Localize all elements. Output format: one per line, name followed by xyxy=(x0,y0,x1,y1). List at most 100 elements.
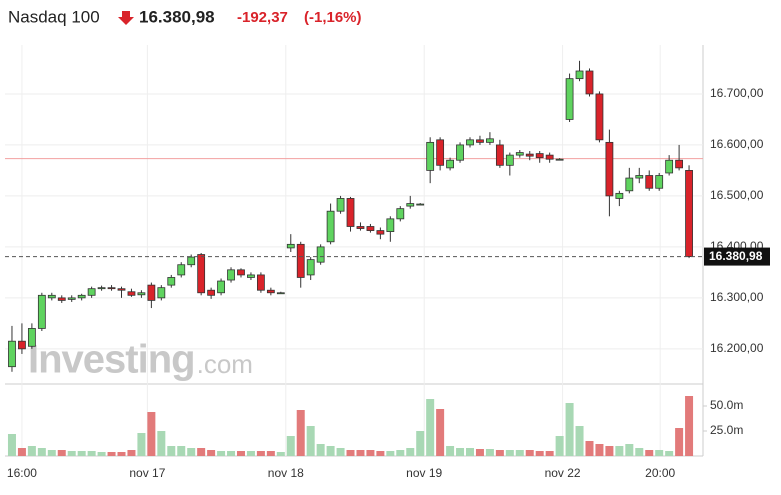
candle-body xyxy=(495,144,504,166)
candle-body xyxy=(386,218,395,232)
candle-body xyxy=(685,170,693,257)
volume-bar xyxy=(386,451,395,456)
volume-bar xyxy=(625,444,634,456)
volume-bar xyxy=(197,448,206,456)
volume-bar xyxy=(575,426,584,456)
volume-bar xyxy=(535,451,544,456)
volume-bar xyxy=(117,452,126,456)
volume-bar xyxy=(336,448,345,456)
candle-body xyxy=(167,277,176,286)
candle-body xyxy=(446,159,454,169)
y-tick-label: 16.500,00 xyxy=(710,188,764,202)
candle-body xyxy=(376,230,385,235)
volume-bar xyxy=(645,450,654,456)
volume-bar xyxy=(137,433,146,456)
candle-body xyxy=(227,269,235,281)
candle-body xyxy=(545,154,554,160)
y2-tick-label: 50.0m xyxy=(710,398,743,412)
volume-bar xyxy=(485,449,494,456)
y2-tick-label: 25.0m xyxy=(710,423,743,437)
candle-body xyxy=(416,203,425,206)
candle-body xyxy=(406,203,415,207)
header-change: -192,37 xyxy=(237,9,288,26)
volume-bar xyxy=(276,452,285,456)
volume-bar xyxy=(475,449,484,456)
volume-bar xyxy=(406,448,415,456)
volume-bar xyxy=(306,426,315,456)
volume-bar xyxy=(157,431,166,456)
volume-bar xyxy=(426,399,435,456)
candle-body xyxy=(615,192,624,199)
candle-body xyxy=(8,340,16,368)
candle-body xyxy=(535,153,544,159)
x-tick-label: nov 19 xyxy=(406,466,442,480)
candle-body xyxy=(296,243,305,278)
candle-body xyxy=(67,297,76,300)
candle-body xyxy=(555,158,564,161)
candle-body xyxy=(396,208,405,220)
volume-bar xyxy=(7,434,16,456)
watermark: Investing xyxy=(28,338,195,382)
y-tick-label: 16.700,00 xyxy=(710,86,764,100)
volume-bar xyxy=(416,431,425,456)
volume-bar xyxy=(17,448,26,456)
candle-body xyxy=(336,198,345,212)
volume-bar xyxy=(187,448,196,456)
candle-body xyxy=(346,198,355,227)
volume-bar xyxy=(107,452,116,456)
candle-body xyxy=(197,254,206,294)
candle-body xyxy=(18,340,26,350)
x-tick-label: 20:00 xyxy=(645,466,675,480)
candle-body xyxy=(595,93,604,141)
volume-bar xyxy=(446,446,455,456)
volume-bar xyxy=(266,451,275,456)
candle-body xyxy=(635,175,644,179)
x-tick-label: nov 18 xyxy=(268,466,304,480)
y-tick-label: 16.300,00 xyxy=(710,290,764,304)
candle-body xyxy=(486,138,494,143)
volume-bar xyxy=(227,451,236,456)
volume-bar xyxy=(236,451,245,456)
volume-bar xyxy=(147,412,156,456)
candle-body xyxy=(117,288,126,291)
candle-body xyxy=(247,274,255,278)
candle-body xyxy=(257,274,265,291)
candle-body xyxy=(505,154,514,166)
candle-body xyxy=(436,139,445,166)
candle-body xyxy=(157,287,166,299)
candle-body xyxy=(675,159,684,169)
volume-bar xyxy=(665,451,674,456)
volume-bar xyxy=(87,451,96,456)
candle-body xyxy=(107,287,116,290)
volume-bar xyxy=(77,451,86,456)
candle-body xyxy=(207,289,216,296)
volume-bar xyxy=(675,428,684,456)
candle-body xyxy=(356,226,365,229)
candle-body xyxy=(266,289,275,294)
volume-bar xyxy=(217,451,226,456)
volume-bar xyxy=(27,446,36,456)
candle-body xyxy=(77,294,86,299)
candle-body xyxy=(57,297,66,301)
volume-bar xyxy=(585,441,594,456)
volume-bar xyxy=(436,409,445,456)
volume-bar xyxy=(207,450,216,456)
candle-body xyxy=(456,144,464,161)
candle-body xyxy=(316,246,325,263)
candle-body xyxy=(137,292,146,296)
candle-body xyxy=(217,280,225,294)
candle-body xyxy=(87,288,96,296)
candle-body xyxy=(645,175,654,189)
volume-bar xyxy=(505,450,514,456)
volume-bar xyxy=(366,450,375,456)
candle-body xyxy=(476,139,484,143)
volume-bar xyxy=(177,446,186,456)
x-tick-label: nov 17 xyxy=(129,466,165,480)
candle-body xyxy=(276,292,285,295)
volume-bar xyxy=(565,403,574,456)
volume-bar xyxy=(456,448,465,456)
volume-bar xyxy=(57,450,66,456)
volume-bar xyxy=(685,396,694,456)
watermark-suffix: .com xyxy=(197,349,253,379)
volume-bar xyxy=(296,410,305,456)
